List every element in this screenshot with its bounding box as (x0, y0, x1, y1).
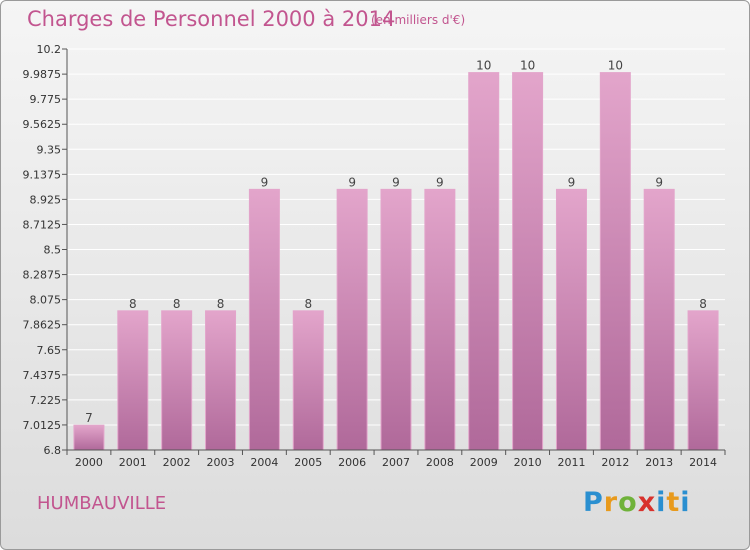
y-tick-label-13: 9.5625 (23, 118, 62, 131)
data-label-2014: 8 (699, 297, 707, 311)
bar-2002 (161, 310, 193, 451)
x-tick-label-2004: 2004 (250, 456, 278, 469)
chart-subtitle: (en milliers d'€) (371, 13, 466, 27)
data-label-2005: 8 (304, 297, 312, 311)
bar-2012 (599, 72, 631, 451)
x-tick-label-2013: 2013 (645, 456, 673, 469)
bar-2014 (687, 310, 719, 451)
data-label-2000: 7 (85, 411, 93, 425)
bar-2005 (292, 310, 324, 451)
y-tick-label-3: 7.4375 (23, 369, 62, 382)
x-tick-label-2002: 2002 (163, 456, 191, 469)
x-tick-label-2008: 2008 (426, 456, 454, 469)
x-tick-label-2007: 2007 (382, 456, 410, 469)
proxiti-logo: Proxiti (583, 487, 691, 518)
y-tick-label-4: 7.65 (37, 344, 62, 357)
data-label-2009: 10 (476, 59, 491, 73)
bar-2010 (512, 72, 544, 451)
data-label-2012: 10 (608, 59, 623, 73)
y-tick-label-7: 8.2875 (23, 269, 62, 282)
logo-letter-4: i (656, 487, 667, 518)
bar-2009 (468, 72, 500, 451)
logo-letter-2: o (618, 487, 638, 518)
data-labels: 7 8 8 8 9 8 9 9 9 10 10 9 10 9 8 (85, 59, 707, 426)
bar-2008 (424, 188, 456, 451)
logo-letter-1: r (603, 487, 619, 518)
bars (73, 72, 719, 451)
y-tick-label-15: 9.9875 (23, 68, 62, 81)
bar-2004 (248, 188, 280, 451)
y-tick-label-2: 7.225 (30, 394, 62, 407)
data-label-2002: 8 (173, 297, 181, 311)
y-tick-label-8: 8.5 (44, 244, 62, 257)
data-label-2004: 9 (261, 175, 269, 189)
bar-2007 (380, 188, 412, 451)
bar-2000 (73, 424, 105, 451)
data-label-2008: 9 (436, 175, 444, 189)
data-label-2011: 9 (568, 175, 576, 189)
x-tick-label-2006: 2006 (338, 456, 366, 469)
y-tick-label-11: 9.1375 (23, 168, 62, 181)
x-tick-label-2005: 2005 (294, 456, 322, 469)
y-tick-label-10: 8.925 (30, 193, 62, 206)
y-tick-label-9: 8.7125 (23, 218, 62, 231)
logo-letter-3: x (637, 487, 657, 518)
x-tick-label-2001: 2001 (119, 456, 147, 469)
x-tick-label-2009: 2009 (470, 456, 498, 469)
bar-2003 (205, 310, 237, 451)
x-tick-label-2011: 2011 (557, 456, 585, 469)
bar-2001 (117, 310, 149, 451)
data-label-2001: 8 (129, 297, 137, 311)
commune-name: HUMBAUVILLE (37, 493, 167, 514)
y-tick-label-6: 8.075 (30, 294, 62, 307)
x-tick-label-2000: 2000 (75, 456, 103, 469)
x-tick-label-2003: 2003 (207, 456, 235, 469)
bar-2006 (336, 188, 368, 451)
y-tick-label-16: 10.2 (37, 43, 62, 56)
y-tick-label-0: 6.8 (44, 444, 62, 457)
logo-letter-6: i (680, 487, 691, 518)
bar-2013 (643, 188, 675, 451)
data-label-2010: 10 (520, 59, 535, 73)
data-label-2013: 9 (655, 175, 663, 189)
x-tick-label-2012: 2012 (601, 456, 629, 469)
chart-title: Charges de Personnel 2000 à 2014 (27, 7, 396, 31)
logo-letter-0: P (583, 487, 604, 518)
data-label-2006: 9 (348, 175, 356, 189)
bar-2011 (555, 188, 587, 451)
y-tick-label-1: 7.0125 (23, 419, 62, 432)
y-tick-label-14: 9.775 (30, 93, 62, 106)
axes: 6.8 7.0125 7.225 7.4375 7.65 7.8625 8.075 8.287… (23, 43, 726, 469)
data-label-2003: 8 (217, 297, 225, 311)
x-tick-label-2010: 2010 (514, 456, 542, 469)
data-label-2007: 9 (392, 175, 400, 189)
x-tick-label-2014: 2014 (689, 456, 717, 469)
logo-letter-5: t (666, 487, 681, 518)
y-tick-label-5: 7.8625 (23, 319, 62, 332)
y-tick-label-12: 9.35 (37, 143, 62, 156)
